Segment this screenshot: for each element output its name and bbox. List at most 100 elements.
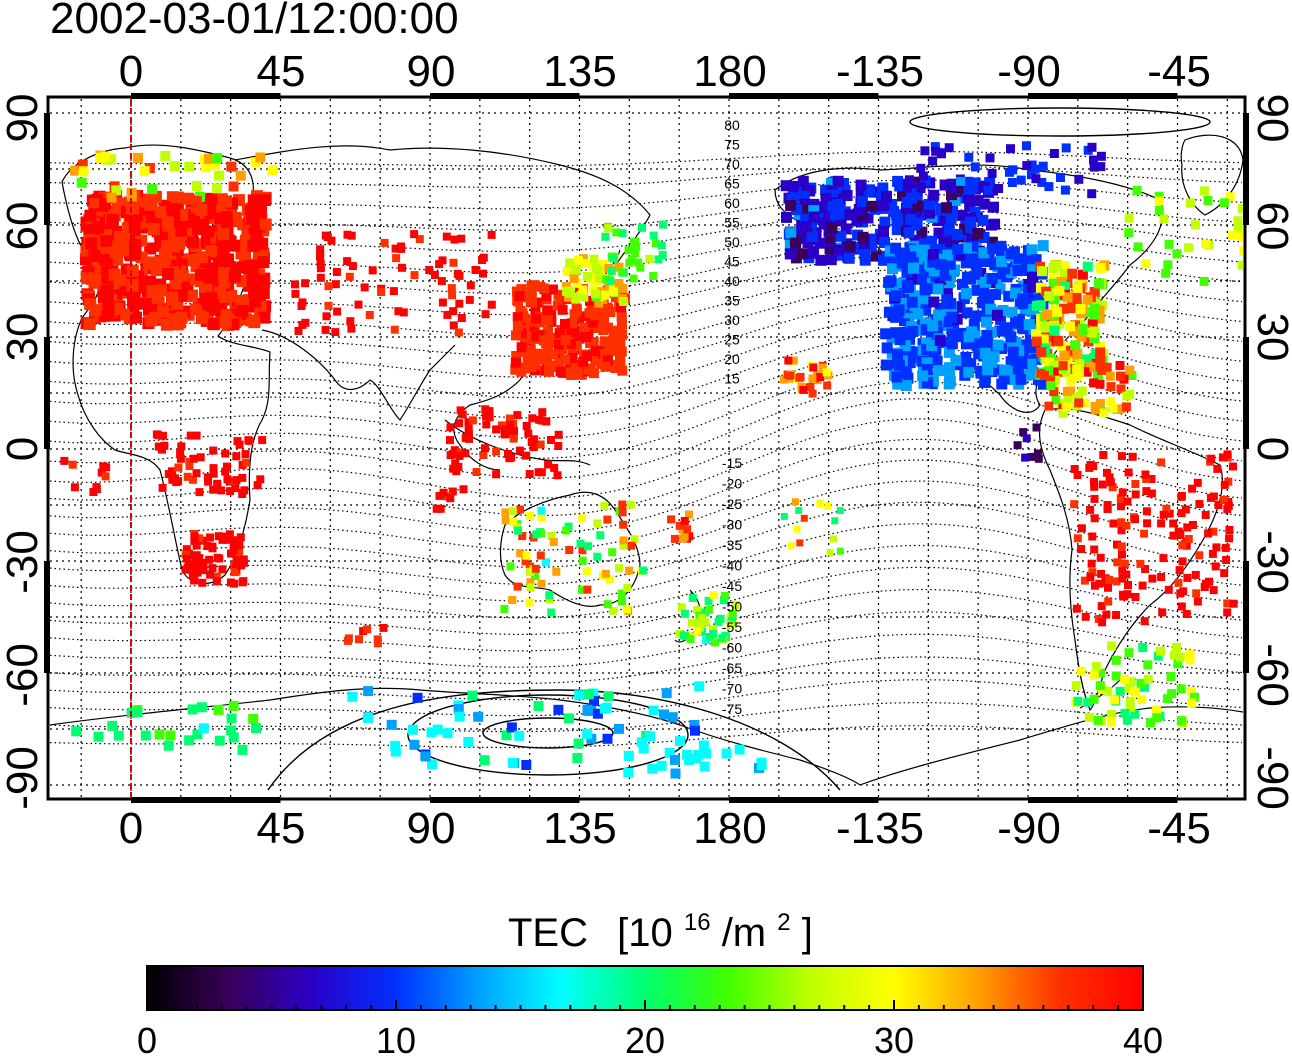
tec-cell	[145, 210, 158, 223]
tec-cell	[92, 221, 105, 234]
tec-cell	[509, 434, 518, 443]
tec-cell	[1083, 697, 1093, 707]
tec-cell	[554, 351, 565, 362]
tec-cell	[127, 202, 140, 215]
tec-cell	[691, 753, 702, 764]
tec-cell	[795, 506, 803, 514]
tec-cell	[1083, 336, 1094, 347]
tec-cell	[1132, 185, 1142, 195]
tec-cell	[1090, 478, 1098, 486]
tec-cell	[645, 731, 656, 742]
tec-cell	[394, 307, 403, 316]
tec-cell	[1020, 259, 1032, 271]
tec-cell	[346, 317, 355, 326]
tec-cell	[1181, 505, 1190, 514]
tec-cell	[905, 213, 917, 225]
tec-cell	[704, 605, 713, 614]
tec-cell	[583, 689, 594, 700]
frame-tick-bar	[1243, 561, 1249, 673]
tec-cell	[576, 369, 587, 380]
tec-cell	[1125, 697, 1135, 707]
tec-cell	[807, 246, 819, 258]
tec-cell	[209, 464, 218, 473]
tec-cell	[1089, 287, 1100, 297]
tec-cell	[1051, 395, 1061, 405]
tec-cell	[139, 197, 150, 208]
frame-tick-bar	[131, 93, 281, 99]
tec-cell	[909, 234, 921, 246]
lat-tick-left: 60	[0, 202, 47, 251]
lat-tick-right: -90	[1248, 746, 1292, 810]
tec-cell	[427, 759, 437, 770]
tec-cell	[258, 311, 271, 324]
tec-cell	[824, 235, 836, 247]
tec-cell	[784, 356, 793, 365]
tec-cell	[604, 342, 615, 353]
tec-cell	[1012, 265, 1024, 277]
tec-cell	[478, 256, 486, 264]
tec-cell	[1225, 192, 1235, 202]
tec-cell	[541, 291, 552, 302]
tec-cell	[629, 238, 638, 247]
tec-cell	[1015, 373, 1027, 385]
tec-cell	[1176, 716, 1186, 726]
tec-cell	[819, 202, 831, 214]
tec-cell	[1017, 352, 1029, 364]
tec-cell	[609, 287, 618, 297]
tec-cell	[147, 184, 158, 195]
tec-cell	[130, 311, 142, 324]
tec-cell	[602, 275, 611, 284]
tec-cell	[578, 356, 589, 367]
tec-cell	[1096, 553, 1105, 562]
tec-cell	[389, 287, 398, 296]
tec-cell	[806, 230, 818, 242]
tec-cell	[894, 249, 906, 261]
magnetic-contour	[50, 315, 1243, 399]
tec-cell	[227, 476, 236, 485]
tec-cell	[1090, 494, 1099, 503]
tec-cell	[1095, 399, 1105, 408]
tec-cell	[1177, 509, 1186, 518]
tec-cell	[390, 740, 401, 751]
tec-cell	[529, 443, 538, 452]
tec-cell	[1070, 500, 1079, 509]
tec-cell	[426, 727, 437, 738]
tec-cell	[111, 303, 124, 316]
tec-cell	[133, 152, 143, 163]
tec-cell	[1102, 362, 1112, 372]
tec-cell	[1009, 287, 1021, 299]
tec-cell	[926, 235, 938, 247]
tec-cell	[659, 709, 669, 720]
tec-cell	[1031, 300, 1042, 311]
tec-cell	[609, 606, 617, 615]
tec-cell	[186, 236, 199, 249]
tec-cell	[217, 228, 230, 241]
tec-cell	[890, 242, 902, 254]
tec-cell	[651, 239, 660, 248]
tec-cell	[603, 691, 614, 702]
tec-cell	[552, 567, 561, 576]
tec-cell	[1027, 281, 1039, 293]
tec-cell	[1031, 336, 1042, 347]
tec-cell	[218, 276, 231, 289]
tec-cell	[615, 354, 625, 365]
tec-cell	[1021, 453, 1030, 462]
tec-cell	[355, 635, 363, 644]
tec-cell	[555, 299, 566, 310]
tec-cell	[143, 275, 156, 288]
tec-cell	[1049, 320, 1060, 331]
tec-cell	[579, 322, 590, 333]
tec-cell	[1022, 161, 1032, 171]
tec-cell	[701, 748, 711, 759]
tec-cell	[978, 232, 990, 243]
tec-cell	[916, 183, 926, 193]
tec-cell	[578, 514, 587, 523]
tec-cell	[1219, 198, 1229, 208]
tec-cell	[244, 205, 257, 218]
tec-cell	[492, 447, 501, 456]
tec-cell	[880, 328, 892, 340]
tec-cell	[1085, 362, 1096, 373]
lat-tick-left: 30	[0, 313, 47, 362]
tec-cell	[1224, 501, 1233, 510]
tec-cell	[565, 546, 574, 554]
